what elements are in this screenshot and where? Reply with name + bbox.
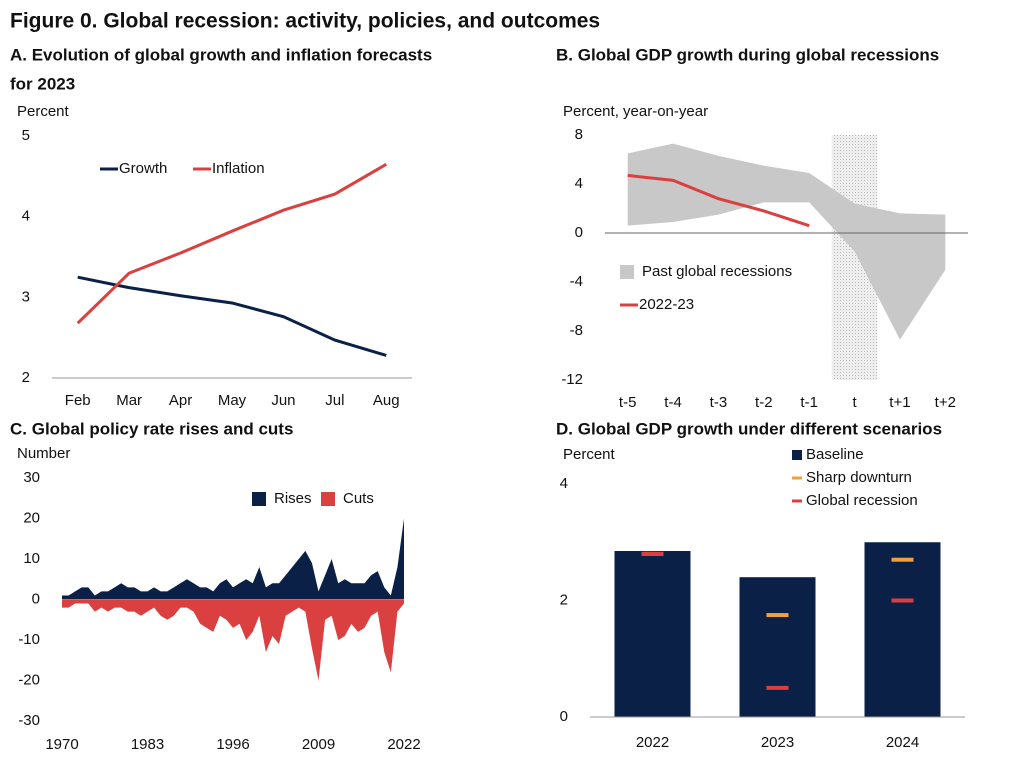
bar: [614, 550, 691, 717]
x-tick-label: t-3: [710, 394, 728, 411]
x-tick-label: t+1: [889, 394, 910, 411]
panel-title: C. Global policy rate rises and cuts: [10, 419, 293, 438]
y-axis-label: Number: [17, 445, 70, 462]
y-tick-label: 0: [560, 708, 568, 725]
y-axis-label: Percent: [17, 103, 70, 120]
x-tick-label: 2022: [387, 736, 420, 753]
x-tick-label: Apr: [169, 392, 192, 409]
x-tick-label: t+2: [935, 394, 956, 411]
x-tick-label: 2009: [302, 736, 335, 753]
x-tick-label: 1996: [216, 736, 249, 753]
x-tick-label: t-5: [619, 394, 637, 411]
y-tick-label: 2: [22, 369, 30, 386]
bar: [739, 577, 816, 717]
y-tick-label: -10: [18, 631, 40, 648]
y-tick-label: 3: [22, 288, 30, 305]
x-tick-label: Feb: [65, 392, 91, 409]
legend-swatch: [792, 450, 802, 460]
scenario-marker: [641, 551, 664, 556]
legend-label: Baseline: [806, 446, 864, 463]
x-tick-label: t-1: [800, 394, 818, 411]
x-tick-label: 1983: [131, 736, 164, 753]
x-tick-label: Jul: [325, 392, 344, 409]
y-tick-label: 4: [560, 475, 568, 492]
x-tick-label: 2022: [636, 734, 669, 751]
scenario-marker: [766, 685, 789, 690]
legend-label: Sharp downturn: [806, 469, 912, 486]
panel-title: B. Global GDP growth during global reces…: [556, 45, 939, 64]
legend-label: Global recession: [806, 492, 918, 509]
x-tick-label: 1970: [45, 736, 78, 753]
y-tick-label: 2: [560, 591, 568, 608]
y-tick-label: -30: [18, 712, 40, 729]
x-tick-label: t-4: [664, 394, 682, 411]
x-tick-label: Aug: [373, 392, 400, 409]
panel-title: for 2023: [10, 74, 75, 93]
y-tick-label: 8: [575, 126, 583, 143]
scenario-marker: [891, 598, 914, 603]
legend-label: 2022-23: [639, 296, 694, 313]
x-tick-label: Jun: [271, 392, 295, 409]
scenario-marker: [891, 557, 914, 562]
x-tick-label: t: [852, 394, 857, 411]
bar: [864, 542, 941, 717]
y-tick-label: -12: [561, 371, 583, 388]
panel-title: A. Evolution of global growth and inflat…: [10, 45, 432, 64]
y-tick-label: 0: [575, 224, 583, 241]
legend-swatch: [620, 265, 634, 279]
legend-swatch: [252, 492, 266, 506]
x-tick-label: May: [218, 392, 247, 409]
legend-label: Cuts: [343, 490, 374, 507]
y-tick-label: -4: [570, 273, 583, 290]
y-tick-label: -20: [18, 671, 40, 688]
y-tick-label: 30: [23, 469, 40, 486]
y-tick-label: 5: [22, 127, 30, 144]
y-axis-label: Percent, year-on-year: [563, 103, 708, 120]
series-line: [627, 173, 810, 228]
series-area: [62, 518, 404, 600]
y-tick-label: 20: [23, 509, 40, 526]
scenario-marker: [766, 613, 789, 618]
legend-label: Inflation: [212, 160, 265, 177]
y-tick-label: 0: [32, 590, 40, 607]
y-tick-label: 4: [22, 208, 30, 225]
x-tick-label: 2024: [886, 734, 919, 751]
figure-title: Figure 0. Global recession: activity, po…: [10, 10, 600, 33]
legend-label: Past global recessions: [642, 263, 792, 280]
y-axis-label: Percent: [563, 446, 616, 463]
x-tick-label: 2023: [761, 734, 794, 751]
y-tick-label: 10: [23, 550, 40, 567]
x-tick-label: t-2: [755, 394, 773, 411]
legend-label: Rises: [274, 490, 312, 507]
panel-title: D. Global GDP growth under different sce…: [556, 419, 942, 438]
y-tick-label: 4: [575, 175, 583, 192]
legend-swatch: [321, 492, 335, 506]
series-area: [62, 599, 404, 681]
x-tick-label: Mar: [116, 392, 142, 409]
series-line: [77, 275, 387, 357]
y-tick-label: -8: [570, 322, 583, 339]
legend-label: Growth: [119, 160, 167, 177]
series-line: [76, 162, 388, 325]
